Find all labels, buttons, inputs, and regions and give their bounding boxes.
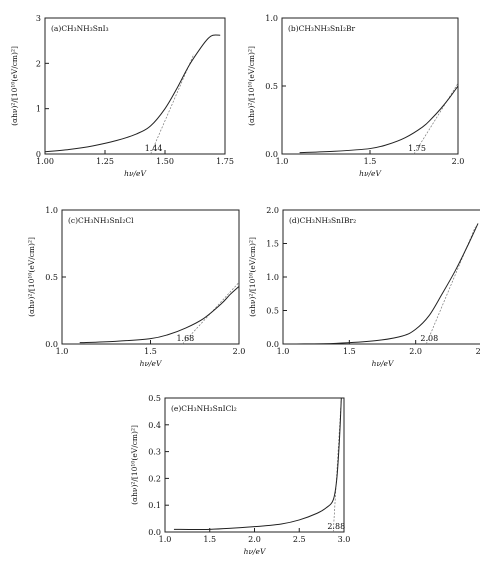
y-tick-label: 3 — [36, 14, 41, 23]
x-tick-label: 2.0 — [248, 535, 261, 544]
tangent-line — [332, 397, 342, 533]
x-tick-label: 2.5 — [293, 535, 306, 544]
plot-frame — [44, 17, 226, 155]
x-tick-label: 1.0 — [159, 535, 172, 544]
y-tick-label: 0.1 — [148, 501, 161, 510]
chart-panel: 1.0 1.5 2.0 2.5 3.0 0.0 0.1 0.2 0.3 0.4 0.5 2.88 (e)… — [130, 394, 350, 556]
bandgap-annotation: 1.68 — [176, 334, 194, 343]
chart-panel: 1.0 1.5 2.0 0.0 0.5 1.0 1.75 (b)CH₃NH₃SnI₂Br hν/… — [247, 14, 464, 178]
series-line — [299, 85, 459, 154]
panel-label: (e)CH₃NH₃SnICl₂ — [171, 404, 237, 413]
y-tick-label: 0.3 — [148, 448, 161, 457]
tangent-line — [150, 54, 195, 155]
y-tick-label: 0.4 — [148, 421, 161, 430]
y-tick-label: 0.5 — [45, 273, 58, 282]
plot-frame — [164, 397, 345, 533]
x-axis-title: hν/eV — [124, 169, 147, 178]
x-tick-label: 1.0 — [276, 157, 289, 166]
x-tick-label: 2.0 — [452, 157, 465, 166]
y-tick-label: 0.0 — [45, 340, 58, 349]
series-line — [296, 223, 479, 345]
chart-panel: 1.0 1.5 2.0 0.0 0.5 1.0 1.68 (c)CH₃NH₃SnI₂Cl hν/… — [27, 206, 245, 368]
x-axis-title: hν/eV — [359, 169, 382, 178]
x-tick-label: 1.5 — [203, 535, 216, 544]
bandgap-annotation: 1.75 — [408, 144, 426, 153]
plot-frame — [282, 209, 480, 345]
plot-frame — [281, 17, 459, 155]
x-tick-label: 1.00 — [36, 157, 54, 166]
series-line — [44, 34, 221, 153]
y-axis-title: (αhν)²/[10¹⁰(eV/cm)²] — [27, 237, 36, 317]
y-tick-label: 1.0 — [266, 273, 279, 282]
x-tick-label: 1.5 — [144, 347, 157, 356]
y-axis-title: (αhν)²/[10¹⁰(eV/cm)²] — [248, 237, 257, 317]
x-axis-title: hν/eV — [244, 547, 267, 556]
plot-frame — [61, 209, 240, 345]
y-tick-label: 2.0 — [266, 206, 279, 215]
x-tick-label: 1.25 — [96, 157, 114, 166]
y-tick-label: 1.0 — [45, 206, 58, 215]
chart-panel: 1.0 1.5 2.0 2.5 0.0 0.5 1.0 1.5 2.0 2.08 (d)CH₃NH₃… — [248, 206, 480, 368]
y-axis-title: (αhν)²/[10¹⁰(eV/cm)²] — [130, 425, 139, 505]
y-tick-label: 0.2 — [148, 474, 161, 483]
y-tick-label: 1.0 — [265, 14, 278, 23]
bandgap-annotation: 2.08 — [420, 334, 438, 343]
bandgap-annotation: 2.88 — [327, 522, 345, 531]
x-tick-label: 3.0 — [338, 535, 351, 544]
x-axis-title: hν/eV — [372, 359, 395, 368]
y-axis-title: (αhν)²/[10¹⁰(eV/cm)²] — [247, 46, 256, 126]
y-axis-title: (αhν)²/[10¹⁰(eV/cm)²] — [10, 46, 19, 126]
y-tick-label: 2 — [36, 59, 41, 68]
bandgap-annotation: 1.44 — [145, 144, 163, 153]
y-tick-label: 1.5 — [266, 240, 279, 249]
panel-label: (c)CH₃NH₃SnI₂Cl — [68, 216, 134, 225]
x-tick-label: 1.0 — [277, 347, 290, 356]
x-axis-title: hν/eV — [140, 359, 163, 368]
y-tick-label: 0.5 — [265, 82, 278, 91]
x-tick-label: 2.0 — [233, 347, 246, 356]
y-tick-label: 0.0 — [148, 528, 161, 537]
x-tick-label: 2.0 — [409, 347, 422, 356]
panel-label: (d)CH₃NH₃SnIBr₂ — [289, 216, 356, 225]
panel-label: (a)CH₃NH₃SnI₃ — [51, 24, 109, 33]
y-tick-label: 0 — [36, 150, 41, 159]
y-tick-label: 0.0 — [265, 150, 278, 159]
x-tick-label: 1.0 — [56, 347, 69, 356]
y-tick-label: 0.5 — [266, 307, 279, 316]
x-tick-label: 1.5 — [364, 157, 377, 166]
x-tick-label: 1.5 — [343, 347, 356, 356]
x-tick-label: 2.5 — [476, 347, 480, 356]
y-tick-label: 0.0 — [266, 340, 279, 349]
y-tick-label: 1 — [36, 105, 41, 114]
chart-panel: 1.00 1.25 1.50 1.75 0 1 2 3 1.44 (a)CH₃NH₃SnI₃ hν/… — [10, 14, 234, 178]
series-line — [173, 397, 342, 531]
panel-label: (b)CH₃NH₃SnI₂Br — [288, 24, 355, 33]
series-line — [79, 286, 240, 344]
x-tick-label: 1.75 — [216, 157, 234, 166]
x-tick-label: 1.50 — [156, 157, 174, 166]
y-tick-label: 0.5 — [148, 394, 161, 403]
